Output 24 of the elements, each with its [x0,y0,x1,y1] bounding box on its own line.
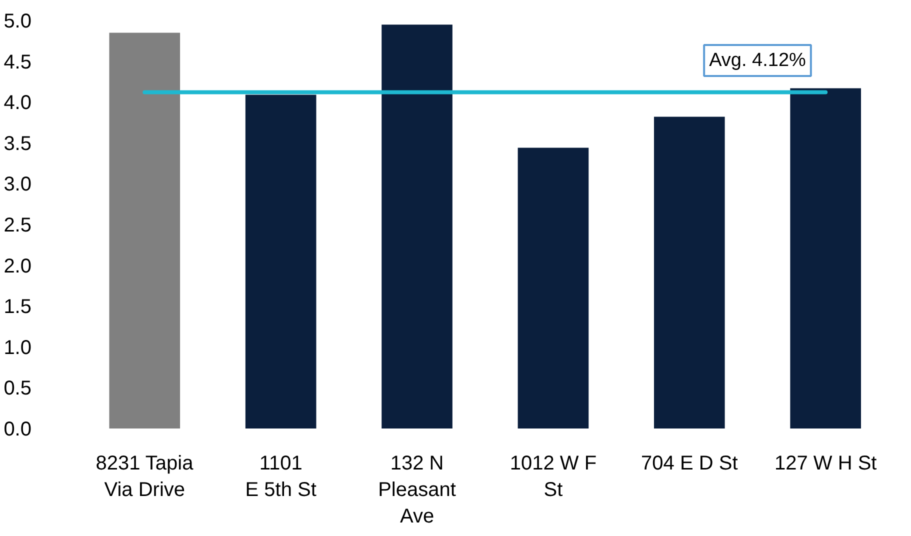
y-tick-label: 1.5 [4,296,32,318]
bar [790,88,862,428]
y-tick-label: 2.0 [4,255,32,278]
bar [109,32,180,428]
bar [382,24,452,428]
y-tick-label: 1.0 [4,336,32,359]
bar [654,116,725,428]
y-tick-label: 3.5 [4,132,32,155]
x-tick-label: 704 E D St [641,452,738,474]
y-tick-label: 4.5 [4,51,32,74]
x-tick-label: 8231 Tapia Via Drive [96,452,194,501]
x-tick-label: 127 W H St [774,452,878,474]
y-tick-label: 2.5 [4,214,32,236]
ref-line-label: Avg. 4.12% [709,50,806,71]
bar [518,148,589,428]
y-tick-label: 0.5 [4,378,32,400]
y-tick-label: 4.0 [4,92,32,114]
y-tick-label: 0.0 [4,418,32,440]
y-tick-label: 5.0 [4,10,32,32]
x-tick-label: 132 N Pleasant Ave [378,452,456,528]
x-tick-label: 1101 E 5th St [245,452,317,501]
y-tick-label: 3.0 [4,174,32,196]
x-tick-label: 1012 W F St [510,452,597,501]
bar [245,94,316,428]
